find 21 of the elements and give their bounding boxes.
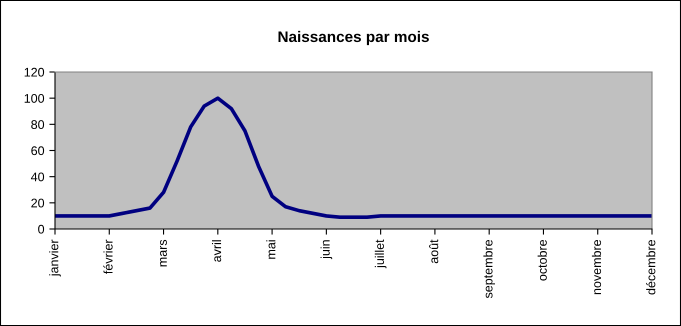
x-tick-label: avril: [212, 240, 222, 262]
x-tick-label: janvier: [49, 240, 61, 277]
x-tick-label: novembre: [592, 240, 602, 294]
chart-title: Naissances par mois: [278, 30, 429, 46]
x-tick-label: mars: [160, 240, 167, 266]
y-tick-label: 120: [24, 68, 44, 77]
y-tick-label: 0: [38, 224, 44, 234]
x-tick-label: octobre: [538, 240, 547, 281]
y-tick-label: 80: [31, 120, 44, 129]
x-tick-label: février: [103, 240, 113, 274]
x-tick-label: septembre: [483, 240, 496, 298]
y-tick-label: 100: [24, 94, 44, 103]
x-tick-label: décembre: [646, 240, 656, 294]
x-tick-label: juillet: [374, 240, 386, 268]
line-series: [55, 96, 652, 220]
x-tick-label: mai: [266, 240, 276, 259]
y-tick-label: 20: [31, 198, 44, 208]
y-tick-label: 40: [30, 172, 44, 182]
x-tick-label: juin: [320, 240, 332, 260]
y-tick-label: 60: [31, 146, 44, 156]
x-tick-label: août: [429, 240, 438, 264]
